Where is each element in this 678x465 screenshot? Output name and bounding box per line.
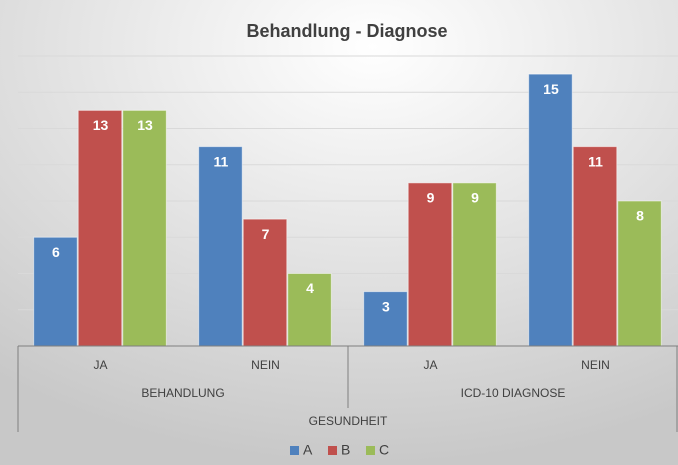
data-label: 13 xyxy=(93,117,109,133)
data-label: 6 xyxy=(52,244,60,260)
bar xyxy=(407,182,453,347)
legend-label: B xyxy=(341,442,350,458)
data-label: 7 xyxy=(262,226,270,242)
bar xyxy=(528,73,573,347)
data-label: 4 xyxy=(306,280,314,296)
chart-title: Behandlung - Diagnose xyxy=(246,21,447,41)
group-label: ICD-10 DIAGNOSE xyxy=(461,386,566,400)
x-tick-label: NEIN xyxy=(581,358,610,372)
group-label: BEHANDLUNG xyxy=(141,386,224,400)
legend-swatch xyxy=(290,446,299,455)
bar xyxy=(452,182,497,347)
bar xyxy=(242,218,288,347)
data-label: 11 xyxy=(588,153,603,169)
data-label: 15 xyxy=(543,81,559,97)
x-tick-label: JA xyxy=(423,358,437,372)
legend-label: A xyxy=(303,442,313,458)
bar xyxy=(363,291,408,347)
data-label: 3 xyxy=(382,298,390,314)
bar xyxy=(572,146,618,347)
data-label: 9 xyxy=(427,190,435,206)
x-tick-label: NEIN xyxy=(251,358,280,372)
legend-swatch xyxy=(366,446,375,455)
bar xyxy=(33,236,78,347)
data-label: 13 xyxy=(137,117,153,133)
x-tick-label: JA xyxy=(93,358,107,372)
bar xyxy=(198,146,243,347)
data-label: 11 xyxy=(214,153,229,169)
bar xyxy=(122,109,167,347)
legend-label: C xyxy=(379,442,389,458)
supergroup-label: GESUNDHEIT xyxy=(309,414,388,428)
bar xyxy=(77,109,123,347)
data-label: 8 xyxy=(636,208,644,224)
data-label: 9 xyxy=(471,190,479,206)
legend-swatch xyxy=(328,446,337,455)
bar xyxy=(287,273,332,347)
